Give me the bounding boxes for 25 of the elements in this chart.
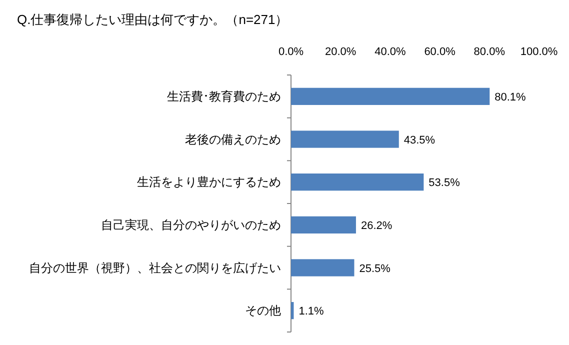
x-tick-label: 100.0%: [520, 46, 558, 58]
data-label: 53.5%: [428, 177, 460, 190]
x-tick-label: 0.0%: [278, 46, 304, 58]
bar: [291, 130, 399, 148]
y-tick-label: 生活費･教育費のため: [167, 89, 281, 104]
y-tick-label: 生活をより豊かにするため: [137, 175, 281, 190]
y-tick-label: その他: [245, 304, 281, 318]
y-tick-label: 自分の世界（視野）、社会との関りを広げたい: [29, 260, 281, 275]
bar: [291, 216, 356, 234]
x-tick-label: 40.0%: [374, 46, 406, 58]
x-tick-label: 60.0%: [424, 46, 456, 58]
text: Q.仕事復帰したい理由は何ですか。（n=271）: [17, 12, 288, 27]
data-label: 1.1%: [298, 306, 324, 318]
bar: [291, 259, 354, 276]
data-label: 25.5%: [359, 262, 391, 275]
bar: [291, 174, 424, 191]
bar: [291, 302, 294, 320]
y-tick-label: 老後の備えのため: [185, 132, 281, 146]
data-label: 80.1%: [494, 91, 526, 104]
data-label: 43.5%: [404, 134, 436, 146]
bar: [291, 88, 490, 105]
x-tick-label: 80.0%: [474, 46, 506, 58]
y-tick-label: 自己実現、自分のやりがいのため: [101, 218, 281, 232]
data-label: 26.2%: [360, 220, 392, 232]
x-tick-label: 20.0%: [325, 46, 356, 58]
